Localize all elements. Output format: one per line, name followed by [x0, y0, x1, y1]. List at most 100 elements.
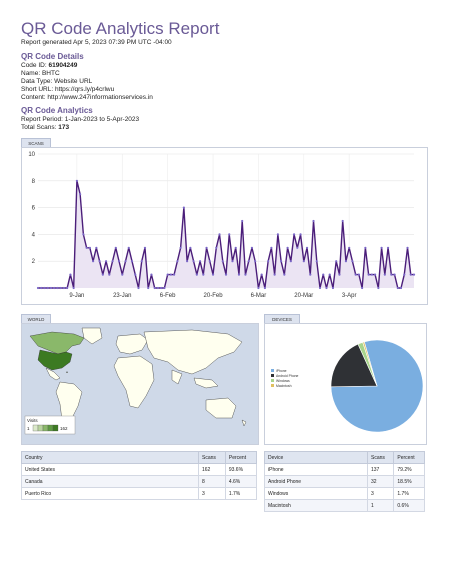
scan-point[interactable]	[36, 286, 40, 290]
scan-point[interactable]	[322, 273, 325, 276]
scan-point[interactable]	[351, 260, 354, 263]
scan-point[interactable]	[150, 273, 153, 276]
scan-point[interactable]	[399, 286, 403, 290]
scan-point[interactable]	[328, 273, 331, 276]
scan-point[interactable]	[53, 286, 56, 290]
pie-slice-macintosh[interactable]	[362, 341, 378, 387]
scan-point[interactable]	[250, 246, 254, 249]
scan-point[interactable]	[140, 260, 143, 263]
scan-point[interactable]	[211, 273, 215, 276]
scan-point[interactable]	[215, 246, 218, 249]
scan-point[interactable]	[254, 260, 257, 263]
scan-point[interactable]	[403, 273, 406, 276]
scan-point[interactable]	[380, 246, 383, 249]
scan-point[interactable]	[218, 233, 221, 236]
scan-point[interactable]	[341, 219, 344, 223]
scan-point[interactable]	[186, 260, 189, 263]
scan-point[interactable]	[383, 273, 386, 276]
scan-point[interactable]	[241, 219, 244, 223]
scan-point[interactable]	[114, 246, 117, 249]
scan-point[interactable]	[66, 286, 69, 290]
pie-slice-android-phone[interactable]	[330, 343, 378, 388]
scan-point[interactable]	[59, 286, 62, 290]
scan-point[interactable]	[98, 260, 101, 263]
scan-point[interactable]	[127, 246, 130, 249]
scan-point[interactable]	[160, 286, 163, 290]
scan-point[interactable]	[166, 273, 169, 276]
scan-point[interactable]	[267, 260, 270, 263]
scan-point[interactable]	[169, 273, 172, 276]
scan-point[interactable]	[134, 273, 137, 276]
scan-point[interactable]	[46, 286, 49, 290]
scan-point[interactable]	[88, 246, 91, 249]
scan-point[interactable]	[247, 260, 250, 263]
scan-point[interactable]	[244, 273, 247, 276]
scan-point[interactable]	[357, 273, 360, 276]
scan-point[interactable]	[62, 286, 66, 290]
scan-point[interactable]	[195, 273, 198, 276]
scan-point[interactable]	[75, 179, 78, 182]
scan-point[interactable]	[393, 273, 396, 276]
scan-point[interactable]	[412, 273, 416, 276]
scan-point[interactable]	[117, 260, 121, 263]
scan-point[interactable]	[289, 260, 292, 263]
scan-point[interactable]	[137, 286, 140, 290]
scan-point[interactable]	[309, 273, 312, 276]
scan-point[interactable]	[208, 260, 211, 263]
scan-point[interactable]	[228, 233, 231, 236]
scan-point[interactable]	[377, 286, 380, 290]
scan-point[interactable]	[390, 273, 393, 276]
scan-point[interactable]	[121, 273, 124, 276]
scan-point[interactable]	[305, 246, 309, 249]
scan-point[interactable]	[82, 233, 85, 236]
scan-point[interactable]	[325, 286, 328, 290]
scan-point[interactable]	[354, 273, 357, 276]
scan-point[interactable]	[224, 273, 228, 276]
scan-point[interactable]	[192, 260, 195, 263]
scan-point[interactable]	[124, 260, 127, 263]
scan-point[interactable]	[72, 286, 75, 290]
world-map[interactable]: Visits 1 162	[22, 324, 258, 444]
scan-point[interactable]	[312, 219, 315, 223]
scan-point[interactable]	[111, 260, 114, 263]
scan-point[interactable]	[202, 273, 205, 276]
scan-point[interactable]	[299, 233, 302, 236]
scan-point[interactable]	[182, 206, 185, 209]
united-states-region[interactable]	[37, 349, 73, 371]
scan-point[interactable]	[270, 246, 273, 249]
scan-point[interactable]	[69, 273, 72, 276]
scan-point[interactable]	[198, 260, 202, 263]
scan-point[interactable]	[43, 286, 46, 290]
scan-point[interactable]	[370, 273, 373, 276]
scan-point[interactable]	[156, 286, 160, 290]
mexico-region[interactable]	[45, 367, 61, 381]
scan-point[interactable]	[92, 260, 95, 263]
scan-point[interactable]	[179, 246, 182, 249]
scan-point[interactable]	[292, 233, 296, 236]
scan-point[interactable]	[205, 246, 208, 249]
scan-point[interactable]	[260, 273, 263, 276]
scan-point[interactable]	[315, 260, 318, 263]
scan-point[interactable]	[335, 260, 338, 263]
scan-point[interactable]	[237, 273, 241, 276]
scan-point[interactable]	[344, 260, 348, 263]
scan-point[interactable]	[286, 246, 289, 249]
scan-point[interactable]	[318, 286, 322, 290]
puerto-rico-region[interactable]	[65, 371, 69, 374]
scan-point[interactable]	[231, 260, 234, 263]
scan-point[interactable]	[361, 286, 364, 290]
scan-point[interactable]	[130, 260, 134, 263]
scan-point[interactable]	[276, 233, 279, 236]
scan-point[interactable]	[147, 286, 150, 290]
scan-point[interactable]	[189, 246, 192, 249]
scan-point[interactable]	[221, 260, 224, 263]
scan-point[interactable]	[406, 246, 409, 249]
scan-point[interactable]	[348, 246, 351, 249]
scan-point[interactable]	[280, 260, 283, 263]
scan-point[interactable]	[234, 246, 237, 249]
scan-point[interactable]	[302, 260, 305, 263]
scan-point[interactable]	[95, 246, 98, 249]
scan-point[interactable]	[49, 286, 53, 290]
scan-point[interactable]	[143, 246, 147, 249]
scan-point[interactable]	[386, 246, 390, 249]
